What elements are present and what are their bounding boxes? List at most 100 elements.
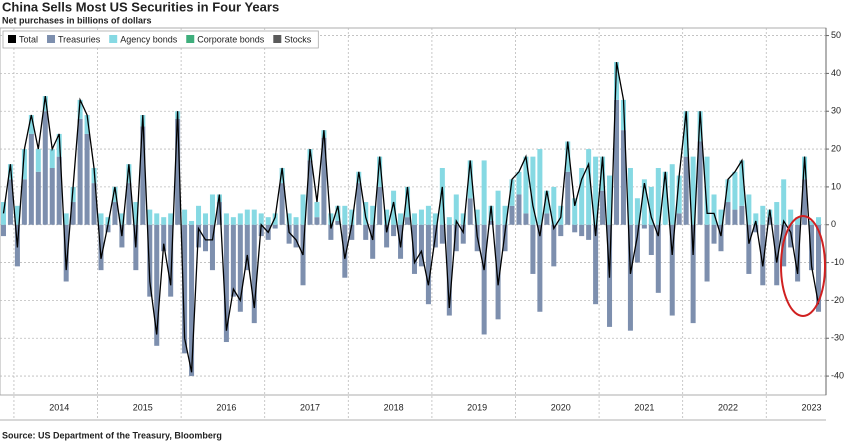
bar-segment — [342, 205, 348, 225]
bar-segment — [467, 160, 473, 199]
bar-segment — [530, 224, 536, 274]
bar-segment — [746, 194, 752, 225]
x-tick-label: 2015 — [133, 402, 153, 412]
bar-segment — [697, 141, 703, 225]
bar-segment — [669, 224, 675, 316]
bar-segment — [648, 224, 654, 256]
bar-segment — [781, 179, 787, 225]
bar-segment — [70, 186, 76, 203]
legend-swatch — [186, 35, 195, 43]
bar-segment — [384, 224, 390, 248]
bar-segment — [286, 213, 292, 225]
bar-segment — [168, 224, 174, 297]
bar-segment — [209, 194, 215, 225]
bar-segment — [537, 224, 543, 312]
bar-segment — [77, 118, 83, 225]
bar-segment — [579, 167, 585, 225]
bar-segment — [21, 179, 27, 225]
bar-segment — [795, 217, 801, 225]
bar-segment — [739, 160, 745, 206]
bar-segment — [641, 224, 647, 229]
bar-segment — [523, 213, 529, 225]
bar-segment — [49, 149, 55, 168]
bar-segment — [495, 190, 501, 225]
bar-segment — [391, 224, 397, 237]
bar-segment — [627, 167, 633, 225]
bar-segment — [732, 171, 738, 210]
bar-segment — [14, 205, 20, 225]
bar-segment — [607, 175, 613, 225]
bar-segment — [488, 220, 494, 225]
bar-segment — [91, 183, 97, 225]
bar-segment — [725, 202, 731, 225]
bar-segment — [237, 224, 243, 312]
bar-segment — [558, 224, 564, 237]
bar-segment — [634, 198, 640, 225]
bar-segment — [84, 115, 90, 134]
bar-segment — [453, 224, 459, 252]
bar-segment — [760, 205, 766, 225]
bar-segment — [279, 183, 285, 225]
bar-segment — [133, 202, 139, 225]
legend-box — [2, 30, 319, 49]
bar-segment — [467, 198, 473, 225]
bar-segment — [753, 224, 759, 233]
bar-segment — [418, 209, 424, 225]
bar-segment — [147, 209, 153, 225]
bar-segment — [154, 224, 160, 346]
bar-segment — [648, 186, 654, 225]
bar-segment — [683, 111, 689, 157]
bar-segment — [725, 179, 731, 203]
bar-segment — [655, 224, 661, 293]
bar-segment — [384, 209, 390, 225]
bar-segment — [683, 156, 689, 225]
bar-segment — [669, 164, 675, 225]
x-tick-label: 2020 — [551, 402, 571, 412]
bar-segment — [565, 171, 571, 225]
y-tick-label: 10 — [831, 181, 841, 191]
bar-segment — [21, 149, 27, 180]
bar-segment — [175, 118, 181, 225]
bar-segment — [613, 99, 620, 225]
bar-segment — [523, 156, 529, 214]
bar-segment — [147, 224, 153, 297]
bar-segment — [593, 156, 599, 225]
bar-segment — [237, 213, 243, 225]
bar-segment — [816, 217, 822, 225]
bar-segment — [182, 224, 188, 354]
bar-segment — [788, 209, 794, 225]
bar-segment — [98, 213, 104, 225]
bar-segment — [377, 186, 383, 225]
x-tick-label: 2017 — [300, 402, 320, 412]
bar-segment — [572, 198, 578, 225]
bar-segment — [572, 224, 578, 233]
bar-segment — [774, 202, 780, 225]
bar-segment — [600, 190, 606, 225]
bar-segment — [795, 224, 801, 282]
legend-label: Total — [19, 34, 38, 44]
bar-segment — [342, 224, 348, 278]
bar-segment — [230, 224, 236, 297]
bar-segment — [349, 209, 355, 225]
bar-segment — [405, 186, 411, 218]
bar-segment — [418, 224, 424, 267]
bar-segment — [446, 224, 452, 316]
bar-segment — [488, 205, 494, 221]
legend-swatch — [109, 35, 118, 43]
bar-segment — [586, 224, 592, 240]
bar-segment — [544, 213, 550, 225]
bar-segment — [7, 179, 13, 225]
bar-segment — [662, 171, 668, 225]
y-tick-label: -20 — [831, 295, 844, 305]
bar-segment — [704, 224, 710, 282]
bar-segment — [439, 224, 445, 244]
legend-label: Treasuries — [58, 34, 101, 44]
chart-title: China Sells Most US Securities in Four Y… — [2, 0, 279, 14]
x-tick-label: 2018 — [384, 402, 404, 412]
bar-segment — [774, 224, 780, 286]
bar-segment — [767, 217, 773, 225]
bar-segment — [802, 156, 808, 180]
bar-segment — [398, 213, 404, 225]
bar-segment — [265, 217, 271, 225]
